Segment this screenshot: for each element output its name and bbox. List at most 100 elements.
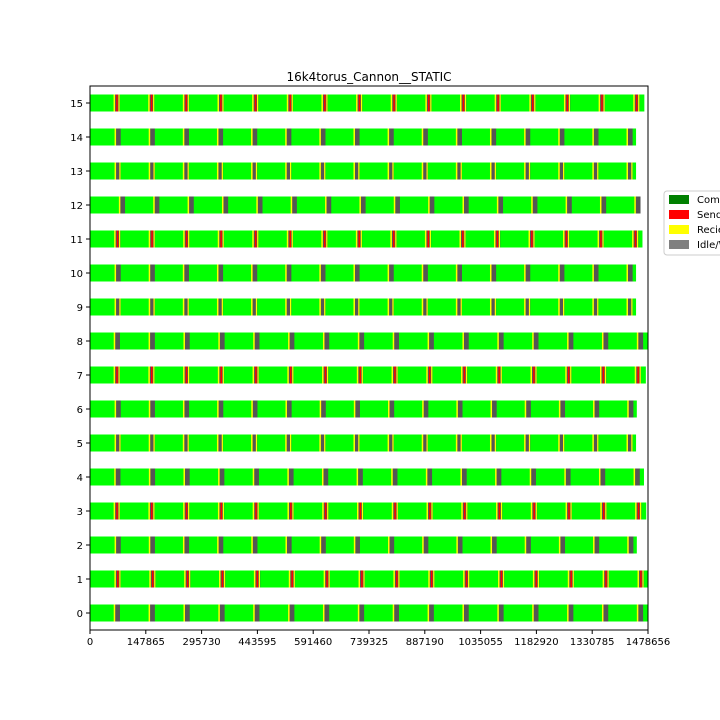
receive-segment — [257, 366, 259, 384]
send-segment — [254, 94, 257, 112]
send-segment — [427, 230, 430, 248]
receive-segment — [567, 230, 570, 248]
idle-segment — [524, 434, 531, 452]
idle-segment — [524, 128, 531, 146]
receive-segment — [221, 196, 224, 214]
idle-segment — [498, 604, 504, 622]
receive-segment — [464, 230, 466, 248]
receive-segment — [148, 332, 151, 350]
receive-segment — [572, 570, 574, 588]
compute-bar — [90, 94, 645, 112]
send-segment — [185, 502, 188, 520]
idle-segment — [497, 196, 504, 214]
idle-segment — [325, 196, 332, 214]
send-segment — [117, 570, 119, 588]
receive-segment — [353, 128, 355, 146]
receive-segment — [322, 332, 325, 350]
receive-segment — [388, 536, 390, 554]
idle-segment — [253, 332, 260, 350]
receive-segment — [422, 400, 424, 418]
receive-segment — [390, 230, 392, 248]
receive-segment — [462, 332, 464, 350]
idle-segment — [428, 332, 434, 350]
receive-segment — [217, 502, 220, 520]
receive-segment — [183, 332, 185, 350]
receive-segment — [285, 298, 287, 316]
send-segment — [605, 570, 607, 588]
receive-segment — [321, 94, 323, 112]
idle-segment — [463, 196, 469, 214]
idle-segment — [219, 332, 225, 350]
receive-segment — [502, 570, 505, 588]
idle-segment — [251, 128, 258, 146]
idle-segment — [320, 434, 326, 452]
receive-segment — [361, 366, 363, 384]
send-segment — [429, 502, 431, 520]
idle-segment — [567, 332, 574, 350]
compute-bar — [90, 332, 648, 350]
gantt-row-8 — [90, 332, 648, 350]
idle-segment — [115, 434, 121, 452]
receive-segment — [387, 128, 390, 146]
receive-segment — [353, 434, 355, 452]
receive-segment — [593, 536, 595, 554]
receive-segment — [463, 570, 465, 588]
compute-bar — [90, 230, 643, 248]
receive-segment — [216, 264, 219, 282]
receive-segment — [324, 434, 326, 452]
send-segment — [185, 94, 187, 112]
send-segment — [635, 94, 638, 112]
receive-segment — [393, 570, 395, 588]
send-segment — [186, 570, 189, 588]
receive-segment — [532, 332, 534, 350]
receive-segment — [565, 502, 568, 520]
receive-segment — [119, 570, 121, 588]
idle-segment — [184, 332, 190, 350]
idle-segment — [524, 264, 531, 282]
receive-segment — [597, 434, 599, 452]
idle-segment — [358, 332, 365, 350]
receive-segment — [421, 128, 424, 146]
receive-segment — [148, 366, 150, 384]
receive-segment — [498, 570, 500, 588]
receive-segment — [291, 230, 293, 248]
receive-segment — [455, 264, 458, 282]
receive-segment — [285, 536, 287, 554]
idle-segment — [490, 128, 497, 146]
receive-segment — [493, 230, 496, 248]
receive-segment — [528, 230, 531, 248]
idle-segment — [456, 128, 462, 146]
receive-segment — [356, 468, 359, 486]
receive-segment — [251, 264, 253, 282]
receive-segment — [592, 298, 594, 316]
receive-segment — [114, 230, 116, 248]
idle-segment — [490, 264, 497, 282]
receive-segment — [290, 196, 293, 214]
receive-segment — [148, 264, 151, 282]
send-segment — [361, 570, 363, 588]
gantt-row-12 — [90, 196, 641, 214]
send-segment — [220, 94, 222, 112]
idle-segment — [354, 536, 360, 554]
idle-segment — [115, 400, 121, 418]
receive-segment — [500, 502, 503, 520]
receive-segment — [464, 94, 467, 112]
receive-segment — [626, 264, 628, 282]
receive-segment — [568, 94, 571, 112]
send-segment — [256, 570, 259, 588]
idle-segment — [184, 604, 190, 622]
idle-segment — [525, 400, 531, 418]
receive-segment — [255, 162, 258, 180]
receive-segment — [292, 502, 294, 520]
send-segment — [602, 366, 605, 384]
receive-segment — [319, 162, 321, 180]
receive-segment — [217, 230, 220, 248]
y-tick-label: 15 — [70, 99, 83, 110]
compute-bar — [90, 264, 637, 282]
receive-segment — [626, 162, 628, 180]
receive-segment — [353, 162, 355, 180]
idle-segment — [322, 468, 329, 486]
receive-segment — [563, 94, 566, 112]
receive-segment — [636, 604, 639, 622]
send-segment — [533, 502, 535, 520]
